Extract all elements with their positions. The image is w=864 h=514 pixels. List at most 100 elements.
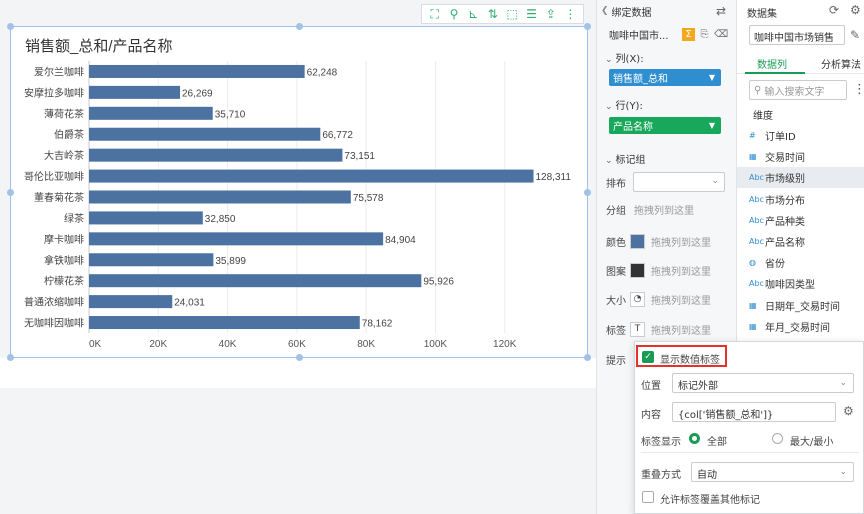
bar[interactable] xyxy=(89,127,321,141)
field-item[interactable]: Abc 市场分布 xyxy=(737,189,864,210)
pattern-drop-zone[interactable]: 拖拽列到这里 xyxy=(651,266,711,278)
y-tick-label: 柠檬花茶 xyxy=(44,275,84,288)
bar[interactable] xyxy=(89,295,173,309)
field-type-icon: Abc xyxy=(749,215,764,225)
field-item[interactable]: Abc 市场级别 xyxy=(737,167,864,189)
caret-down-icon[interactable]: ▼ xyxy=(708,121,715,130)
sort-icon[interactable]: ⇅ xyxy=(487,7,498,21)
filter-icon[interactable]: ⚲ xyxy=(449,7,459,21)
bar[interactable] xyxy=(89,274,422,288)
allow-cover-text: 允许标签覆盖其他标记 xyxy=(660,495,760,506)
resize-handle[interactable] xyxy=(296,354,303,361)
label-icon[interactable]: T xyxy=(630,321,645,337)
field-item[interactable]: ▦ 交易时间 xyxy=(737,146,864,167)
table-icon[interactable]: ☰ xyxy=(526,7,537,21)
active-tab-underline xyxy=(745,72,805,74)
label-drop-zone[interactable]: 拖拽列到这里 xyxy=(651,325,711,337)
overlap-select[interactable]: 自动 ⌄ xyxy=(691,462,854,482)
field-name: 订单ID xyxy=(765,132,796,143)
show-label-checkbox[interactable]: ✓ xyxy=(642,351,654,363)
refresh-icon[interactable]: ⟳ xyxy=(829,3,840,17)
data-label: 128,311 xyxy=(536,172,572,183)
resize-handle[interactable] xyxy=(7,23,14,30)
chevron-down-icon[interactable]: ⌄ xyxy=(605,102,613,112)
bar[interactable] xyxy=(89,211,203,225)
bar[interactable] xyxy=(89,64,305,78)
eraser-icon[interactable]: ⌫ xyxy=(714,28,729,40)
field-item[interactable]: ▦ 年月_交易时间 xyxy=(737,316,864,337)
content-label: 内容 xyxy=(641,410,661,421)
mark-group-label: ⌄ 标记组 xyxy=(605,151,646,166)
sum-icon[interactable]: Σ xyxy=(682,27,695,41)
resize-handle[interactable] xyxy=(584,189,591,196)
row-field-pill[interactable]: 产品名称 ▼ xyxy=(609,117,721,134)
more-icon[interactable]: ⋮ xyxy=(853,82,864,97)
search-input[interactable]: ⚲ 输入搜索文字 xyxy=(749,80,847,100)
field-item[interactable]: Abc 产品种类 xyxy=(737,210,864,231)
more-icon[interactable]: ⋮ xyxy=(564,7,577,21)
divider xyxy=(641,452,859,453)
dimension-title: 维度 xyxy=(753,111,773,122)
bar[interactable] xyxy=(89,232,384,246)
resize-handle[interactable] xyxy=(584,354,591,361)
switch-icon[interactable]: ⇄ xyxy=(715,4,726,18)
bar[interactable] xyxy=(89,148,343,162)
select-icon[interactable]: ⬚ xyxy=(506,7,518,21)
mark-row-group: 分组 拖拽列到这里 xyxy=(606,198,734,220)
display-all-radio[interactable] xyxy=(689,433,700,444)
bind-panel-title: 绑定数据 xyxy=(611,7,652,19)
size-icon[interactable]: ◔ xyxy=(630,291,645,307)
data-label: 66,772 xyxy=(322,130,353,141)
y-tick-label: 无咖啡因咖啡 xyxy=(24,318,84,330)
overlap-value: 自动 xyxy=(697,470,717,481)
bar[interactable] xyxy=(89,169,534,183)
field-type-icon: # xyxy=(749,131,756,140)
field-type-icon: ▦ xyxy=(749,300,757,310)
chart-card[interactable]: 销售额_总和/产品名称 0K 20K 40K 60K 80K 100K 120K 爱尔兰咖啡 6… xyxy=(7,23,591,361)
bar[interactable] xyxy=(89,316,360,330)
tab-data-columns[interactable]: 数据列 xyxy=(757,60,787,71)
bar[interactable] xyxy=(89,106,213,120)
field-item[interactable]: Abc 产品名称 xyxy=(737,231,864,252)
pattern-swatch[interactable] xyxy=(630,262,645,278)
axis-icon[interactable]: ⊾ xyxy=(468,7,479,21)
edit-icon[interactable]: ✎ xyxy=(850,28,861,42)
tab-analysis[interactable]: 分析算法 xyxy=(821,60,861,71)
bar[interactable] xyxy=(89,253,214,267)
content-input[interactable]: {col['销售额_总和']} xyxy=(672,402,836,422)
field-item[interactable]: ◍ 省份 xyxy=(737,252,864,273)
bind-dataset-name[interactable]: 咖啡中国市... xyxy=(609,30,669,42)
color-swatch[interactable] xyxy=(630,233,645,249)
field-item[interactable]: # 订单ID xyxy=(737,125,864,146)
resize-handle[interactable] xyxy=(296,23,303,30)
bar[interactable] xyxy=(89,190,351,204)
field-item[interactable]: Abc 咖啡因类型 xyxy=(737,273,864,294)
dataset-select[interactable]: 咖啡中国市场销售 xyxy=(749,25,845,45)
field-item[interactable]: ▦ 日期年_交易时间 xyxy=(737,295,864,316)
col-field-pill[interactable]: 销售额_总和 ▼ xyxy=(609,69,721,86)
export-icon[interactable]: ⇪ xyxy=(545,7,556,21)
y-tick-label: 绿茶 xyxy=(64,212,84,225)
allow-cover-checkbox[interactable] xyxy=(642,491,654,503)
mark-row-color: 颜色 拖拽列到这里 xyxy=(606,230,734,252)
caret-down-icon[interactable]: ▼ xyxy=(708,73,715,82)
collapse-icon[interactable]: ❮ xyxy=(601,6,609,16)
position-select[interactable]: 标记外部 ⌄ xyxy=(672,373,854,393)
group-drop-zone[interactable]: 拖拽列到这里 xyxy=(634,205,694,217)
display-maxmin-radio[interactable] xyxy=(772,433,783,444)
settings-icon[interactable]: ⚙ xyxy=(850,3,861,17)
group-label: 分组 xyxy=(606,205,626,217)
chevron-down-icon[interactable]: ⌄ xyxy=(605,55,613,65)
gear-icon[interactable]: ⚙ xyxy=(843,404,854,418)
copy-icon[interactable]: ⎘ xyxy=(700,28,709,40)
size-drop-zone[interactable]: 拖拽列到这里 xyxy=(651,295,711,307)
resize-handle[interactable] xyxy=(7,189,14,196)
resize-handle[interactable] xyxy=(584,23,591,30)
color-drop-zone[interactable]: 拖拽列到这里 xyxy=(651,237,711,249)
bar[interactable] xyxy=(89,85,181,99)
expand-icon[interactable]: ⛶ xyxy=(430,7,439,21)
resize-handle[interactable] xyxy=(7,354,14,361)
x-tick-label: 120K xyxy=(493,339,517,350)
layout-select[interactable]: ⌄ xyxy=(633,172,725,192)
chevron-down-icon[interactable]: ⌄ xyxy=(605,156,613,166)
